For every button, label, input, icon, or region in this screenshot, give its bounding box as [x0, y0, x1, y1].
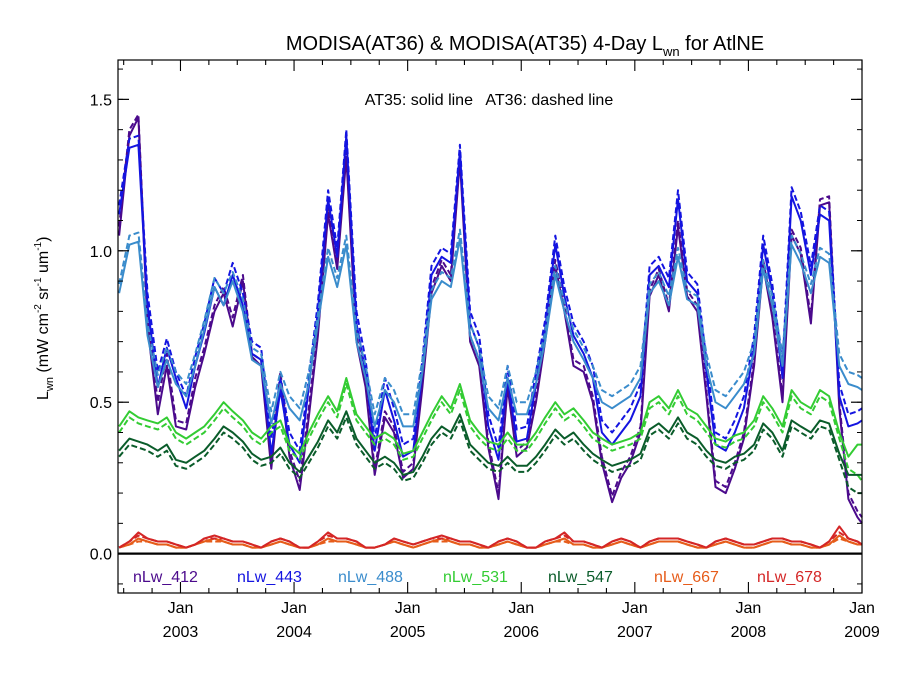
x-tick-label-year: 2005 [390, 624, 426, 641]
series-line-nlw-547-dashed [118, 416, 862, 495]
series-line-nlw-531-solid [118, 377, 862, 458]
plot-frame [117, 59, 863, 594]
x-tick-label-month: Jan [622, 600, 648, 617]
legend-entry-nlw-412: nLw_412 [133, 569, 198, 586]
y-tick-label: 1.0 [90, 244, 112, 261]
plot-area [118, 60, 862, 593]
y-tick-label: 0.5 [90, 395, 112, 412]
legend: nLw_412 nLw_443 nLw_488 nLw_531 nLw_547 nLw_6… [133, 569, 822, 586]
series-line-nlw-488-solid [118, 237, 863, 428]
axes-layer: 0.0 0.5 1.0 1.5 Jan 2003 Jan 2004 Jan 2005 Jan 2006… [90, 59, 880, 641]
x-tick-label-year: 2007 [617, 624, 653, 641]
x-tick-label-month: Jan [736, 600, 762, 617]
legend-entry-nlw-531: nLw_531 [443, 569, 508, 586]
series-line-nlw-412-dashed [118, 113, 863, 518]
series-line-nlw-488-dashed [118, 228, 863, 416]
legend-entry-nlw-488: nLw_488 [338, 569, 403, 586]
series-line-nlw-443-dashed [118, 128, 863, 452]
x-tick-label-month: Jan [281, 600, 307, 617]
x-tick-label-year: 2004 [276, 624, 312, 641]
x-tick-label-month: Jan [395, 600, 421, 617]
legend-entry-nlw-667: nLw_667 [654, 569, 719, 586]
series-line-nlw-547-solid [118, 410, 862, 476]
legend-entry-nlw-678: nLw_678 [757, 569, 822, 586]
line-style-annotation: AT35: solid line AT36: dashed line [365, 92, 614, 109]
x-tick-label-year: 2009 [844, 624, 880, 641]
x-tick-label-month: Jan [168, 600, 194, 617]
y-tick-label: 0.0 [90, 547, 112, 564]
series-line-nlw-678-dashed [118, 531, 863, 549]
y-tick-label: 1.5 [90, 92, 112, 109]
legend-entry-nlw-547: nLw_547 [548, 569, 613, 586]
x-tick-label-year: 2008 [731, 624, 767, 641]
legend-entry-nlw-443: nLw_443 [237, 569, 302, 586]
series-line-nlw-667-dashed [118, 537, 862, 549]
chart-title: MODISA(AT36) & MODISA(AT35) 4-Day Lwn fo… [286, 33, 764, 59]
series-layer [118, 113, 863, 555]
x-tick-label-month: Jan [849, 600, 875, 617]
series-line-nlw-531-dashed [118, 383, 863, 482]
x-tick-label-year: 2006 [503, 624, 539, 641]
x-tick-label-year: 2003 [163, 624, 199, 641]
x-tick-label-month: Jan [508, 600, 534, 617]
plot-background [118, 60, 862, 593]
y-axis-label: Lwn (mW cm-2 sr-1 um-1) [33, 237, 56, 400]
